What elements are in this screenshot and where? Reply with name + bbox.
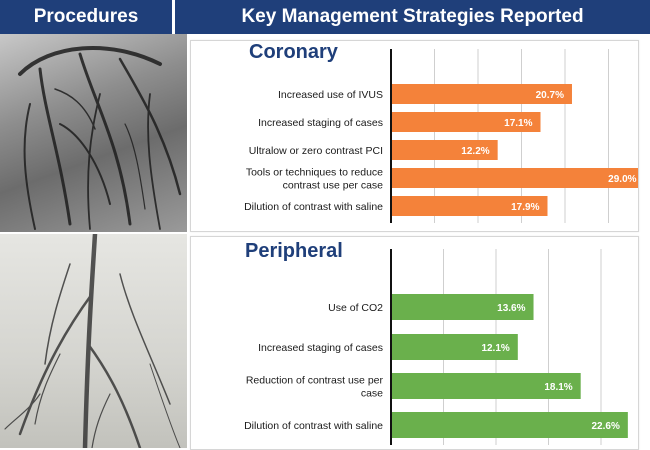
- category-label: Ultralow or zero contrast PCI: [249, 145, 383, 157]
- bar: [391, 112, 541, 132]
- peripheral-angiogram-image: [0, 234, 187, 448]
- procedures-header: Procedures: [0, 0, 172, 34]
- category-label: Use of CO2: [328, 302, 383, 314]
- category-label: Increased use of IVUS: [278, 89, 383, 101]
- category-label: Increased staging of cases: [258, 342, 383, 354]
- value-label: 13.6%: [497, 303, 525, 314]
- value-label: 20.7%: [536, 90, 564, 101]
- peripheral-chart-title: Peripheral: [245, 240, 343, 262]
- coronary-bar-chart: Increased use of IVUS 20.7% Increased stag…: [244, 49, 638, 223]
- value-label: 29.0%: [608, 174, 636, 185]
- bar: [391, 196, 548, 216]
- category-label: Dilution of contrast with saline: [244, 201, 383, 213]
- bar: [391, 412, 628, 438]
- value-label: 22.6%: [591, 421, 619, 432]
- bar: [391, 334, 518, 360]
- value-label: 12.2%: [461, 146, 489, 157]
- value-label: 18.1%: [544, 382, 572, 393]
- peripheral-bar-chart: Use of CO2 13.6% Increased staging of case…: [244, 249, 628, 445]
- coronary-chart-panel: Coronary Increased use of IVUS 20.7% Incre…: [190, 40, 639, 232]
- value-label: 12.1%: [481, 343, 509, 354]
- bar: [391, 294, 534, 320]
- strategies-header: Key Management Strategies Reported: [175, 0, 650, 34]
- coronary-angiogram-image: [0, 34, 187, 232]
- bar: [391, 373, 581, 399]
- category-label: Reduction of contrast use per case: [246, 375, 384, 400]
- peripheral-chart-panel: Peripheral Use of CO2 13.6% Increased stag…: [190, 236, 639, 450]
- bar: [391, 168, 638, 188]
- bar: [391, 140, 498, 160]
- category-label: Increased staging of cases: [258, 117, 383, 129]
- bar: [391, 84, 572, 104]
- coronary-chart-title: Coronary: [249, 41, 338, 63]
- category-label: Tools or techniques to reduce contrast us…: [246, 167, 383, 192]
- value-label: 17.9%: [511, 202, 539, 213]
- value-label: 17.1%: [504, 118, 532, 129]
- category-label: Dilution of contrast with saline: [244, 420, 383, 432]
